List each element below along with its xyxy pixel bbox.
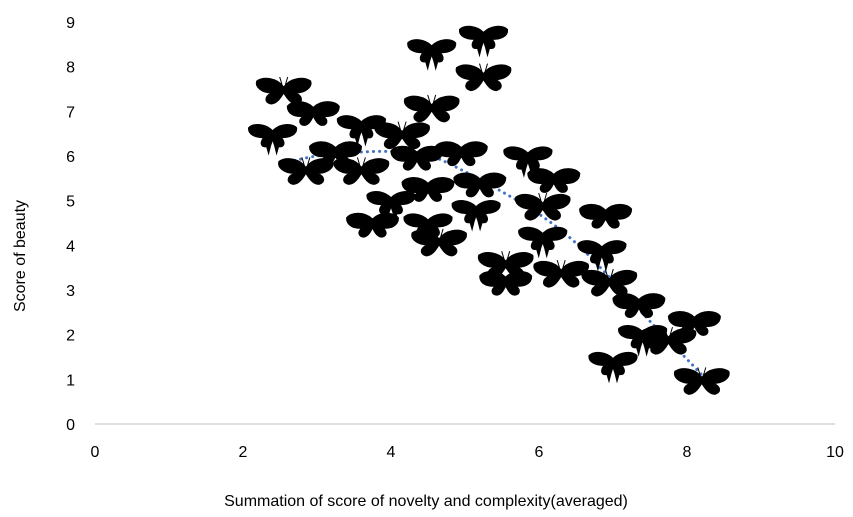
butterfly-silhouette-icon bbox=[581, 268, 638, 297]
butterfly-silhouette-icon bbox=[673, 367, 730, 395]
butterfly-silhouette-icon bbox=[514, 192, 571, 221]
y-tick-label: 9 bbox=[66, 15, 75, 32]
butterfly-silhouette-icon bbox=[434, 141, 488, 167]
butterfly-point bbox=[514, 192, 571, 221]
butterfly-silhouette-icon bbox=[503, 146, 553, 178]
butterfly-silhouette-icon bbox=[667, 311, 721, 336]
x-axis-ticks: 0 2 4 6 8 10 bbox=[91, 444, 844, 461]
butterfly-silhouette-icon bbox=[407, 39, 457, 71]
y-tick-label: 0 bbox=[66, 417, 75, 434]
butterfly-silhouette-icon bbox=[248, 124, 298, 156]
butterfly-point bbox=[278, 157, 334, 185]
butterfly-points bbox=[248, 25, 730, 395]
butterfly-point bbox=[533, 259, 590, 288]
butterfly-point bbox=[588, 351, 638, 384]
butterfly-point bbox=[401, 177, 455, 202]
butterfly-point bbox=[458, 25, 509, 58]
x-axis-title: Summation of score of novelty and comple… bbox=[224, 493, 628, 510]
butterfly-silhouette-icon bbox=[579, 203, 633, 229]
butterfly-silhouette-icon bbox=[286, 101, 340, 126]
butterfly-silhouette-icon bbox=[458, 25, 509, 58]
butterfly-silhouette-icon bbox=[577, 240, 627, 272]
butterfly-silhouette-icon bbox=[255, 76, 312, 105]
butterfly-silhouette-icon bbox=[278, 157, 334, 185]
y-tick-label: 7 bbox=[66, 104, 75, 121]
butterfly-silhouette-icon bbox=[455, 63, 512, 92]
butterfly-point bbox=[411, 228, 467, 257]
butterfly-point bbox=[255, 76, 312, 105]
butterfly-silhouette-icon bbox=[479, 270, 533, 296]
butterfly-point bbox=[518, 226, 568, 259]
y-tick-label: 3 bbox=[66, 283, 75, 300]
x-tick-label: 10 bbox=[826, 444, 844, 461]
y-axis-ticks: 0 1 2 3 4 5 6 7 8 9 bbox=[66, 15, 75, 434]
butterfly-point bbox=[403, 213, 453, 245]
butterfly-point bbox=[577, 240, 627, 272]
butterfly-silhouette-icon bbox=[333, 157, 390, 185]
butterfly-point bbox=[527, 168, 581, 193]
butterfly-point bbox=[336, 115, 386, 147]
butterfly-silhouette-icon bbox=[345, 212, 400, 238]
butterfly-point bbox=[581, 268, 638, 297]
x-tick-label: 4 bbox=[387, 444, 396, 461]
y-tick-label: 2 bbox=[66, 328, 75, 345]
butterfly-point bbox=[503, 146, 553, 178]
butterfly-silhouette-icon bbox=[612, 293, 666, 318]
plot-area bbox=[95, 25, 835, 425]
x-tick-label: 0 bbox=[91, 444, 100, 461]
butterfly-point bbox=[286, 101, 340, 126]
butterfly-point bbox=[673, 367, 730, 395]
y-tick-label: 1 bbox=[66, 372, 75, 389]
y-tick-label: 4 bbox=[66, 238, 75, 255]
y-tick-label: 6 bbox=[66, 149, 75, 166]
x-tick-label: 8 bbox=[683, 444, 692, 461]
y-tick-label: 8 bbox=[66, 60, 75, 77]
butterfly-point bbox=[455, 63, 512, 92]
butterfly-silhouette-icon bbox=[527, 168, 581, 193]
butterfly-silhouette-icon bbox=[401, 177, 455, 202]
butterfly-point bbox=[479, 270, 533, 296]
butterfly-silhouette-icon bbox=[451, 200, 501, 232]
butterfly-point bbox=[333, 157, 390, 185]
butterfly-silhouette-icon bbox=[390, 145, 444, 171]
butterfly-silhouette-icon bbox=[336, 115, 386, 147]
butterfly-point bbox=[403, 94, 460, 123]
butterfly-point bbox=[390, 145, 444, 171]
x-tick-label: 2 bbox=[239, 444, 248, 461]
butterfly-silhouette-icon bbox=[453, 172, 507, 198]
butterfly-point bbox=[374, 121, 430, 150]
butterfly-point bbox=[453, 172, 507, 198]
butterfly-point bbox=[612, 293, 666, 318]
y-tick-label: 5 bbox=[66, 194, 75, 211]
butterfly-silhouette-icon bbox=[374, 121, 430, 150]
butterfly-point bbox=[248, 124, 298, 156]
butterfly-point bbox=[579, 203, 633, 229]
butterfly-point bbox=[451, 200, 501, 232]
butterfly-point bbox=[434, 141, 488, 167]
butterfly-silhouette-icon bbox=[403, 94, 460, 123]
butterfly-point bbox=[345, 212, 400, 238]
butterfly-point bbox=[667, 311, 721, 336]
y-axis-title: Score of beauty bbox=[12, 200, 29, 312]
butterfly-silhouette-icon bbox=[533, 259, 590, 288]
x-tick-label: 6 bbox=[535, 444, 544, 461]
butterfly-silhouette-icon bbox=[411, 228, 467, 257]
butterfly-silhouette-icon bbox=[403, 213, 453, 245]
butterfly-silhouette-icon bbox=[518, 226, 568, 259]
butterfly-silhouette-icon bbox=[588, 351, 638, 384]
butterfly-point bbox=[407, 39, 457, 71]
